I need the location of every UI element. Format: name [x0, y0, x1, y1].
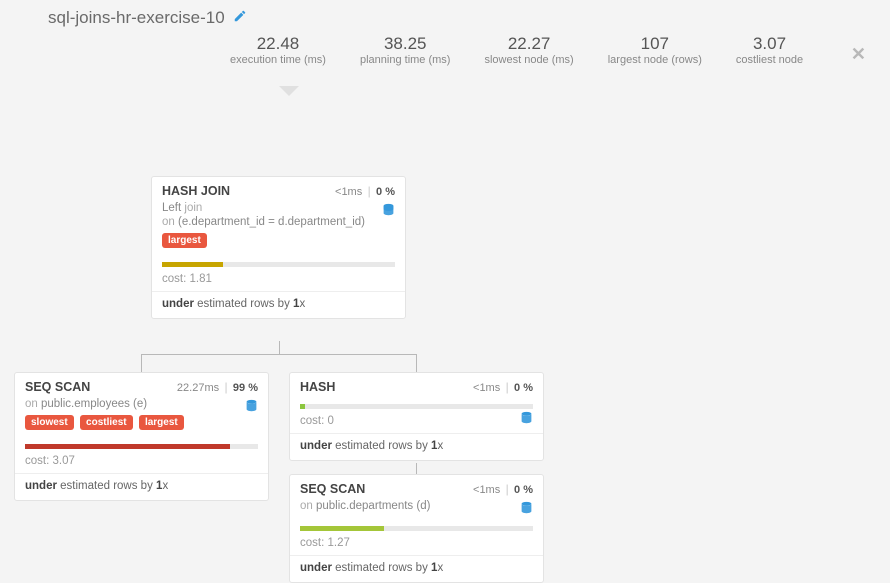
plan-node-hash[interactable]: HASH <1ms | 0 % cost: 0 under estimated …: [289, 372, 544, 461]
node-timing: 22.27ms | 99 %: [177, 380, 258, 394]
estimate-row: under estimated rows by 1x: [290, 434, 543, 460]
stat-value: 107: [608, 34, 702, 54]
badge-costliest: costliest: [80, 415, 133, 430]
cost-row: cost: 1.27: [290, 535, 543, 556]
stat-label: largest node (rows): [608, 54, 702, 66]
progress-bar: [300, 526, 533, 531]
stat-label: execution time (ms): [230, 54, 326, 66]
badge-slowest: slowest: [25, 415, 74, 430]
plan-node-seq-scan-departments[interactable]: SEQ SCAN <1ms | 0 % on public.department…: [289, 474, 544, 583]
progress-bar: [300, 404, 533, 409]
stat-value: 22.27: [484, 34, 573, 54]
stat-value: 3.07: [736, 34, 803, 54]
stat-execution-time: 22.48 execution time (ms): [230, 34, 326, 66]
stats-row: 22.48 execution time (ms) 38.25 planning…: [0, 30, 890, 70]
stat-label: costliest node: [736, 54, 803, 66]
stat-value: 22.48: [230, 34, 326, 54]
cost-row: cost: 0: [290, 413, 543, 434]
progress-bar: [162, 262, 395, 267]
node-timing: <1ms | 0 %: [473, 482, 533, 496]
connector: [141, 354, 417, 372]
estimate-row: under estimated rows by 1x: [152, 292, 405, 318]
stat-largest-node: 107 largest node (rows): [608, 34, 702, 66]
connector: [416, 463, 417, 474]
stat-costliest-node: 3.07 costliest node: [736, 34, 803, 66]
badge-row: slowest costliest largest: [25, 410, 258, 430]
stat-planning-time: 38.25 planning time (ms): [360, 34, 450, 66]
plan-node-hash-join[interactable]: HASH JOIN <1ms | 0 % Left join on (e.dep…: [151, 176, 406, 319]
edit-icon[interactable]: [233, 9, 247, 28]
estimate-row: under estimated rows by 1x: [15, 474, 268, 500]
database-icon[interactable]: [520, 410, 533, 429]
database-icon[interactable]: [520, 500, 533, 519]
stat-slowest-node: 22.27 slowest node (ms): [484, 34, 573, 66]
stat-label: slowest node (ms): [484, 54, 573, 66]
progress-bar: [25, 444, 258, 449]
close-icon[interactable]: ✕: [851, 44, 866, 65]
cost-row: cost: 1.81: [152, 271, 405, 292]
relation-row: on public.employees (e): [25, 396, 258, 410]
join-clause: Left join on (e.department_id = d.depart…: [162, 200, 395, 228]
node-timing: <1ms | 0 %: [335, 184, 395, 198]
badge-largest: largest: [139, 415, 184, 430]
connector: [279, 341, 280, 354]
stat-label: planning time (ms): [360, 54, 450, 66]
node-title: HASH JOIN: [162, 184, 230, 198]
page-title: sql-joins-hr-exercise-10: [48, 8, 225, 28]
cost-row: cost: 3.07: [15, 453, 268, 474]
node-timing: <1ms | 0 %: [473, 380, 533, 394]
badge-largest: largest: [162, 233, 207, 248]
estimate-row: under estimated rows by 1x: [290, 556, 543, 582]
database-icon[interactable]: [245, 398, 258, 417]
database-icon[interactable]: [382, 202, 395, 221]
relation-row: on public.departments (d): [300, 498, 533, 512]
node-title: HASH: [300, 380, 335, 394]
stat-value: 38.25: [360, 34, 450, 54]
plan-node-seq-scan-employees[interactable]: SEQ SCAN 22.27ms | 99 % on public.employ…: [14, 372, 269, 501]
node-title: SEQ SCAN: [25, 380, 90, 394]
node-title: SEQ SCAN: [300, 482, 365, 496]
badge-row: largest: [162, 228, 395, 248]
pointer-icon: [279, 86, 299, 96]
